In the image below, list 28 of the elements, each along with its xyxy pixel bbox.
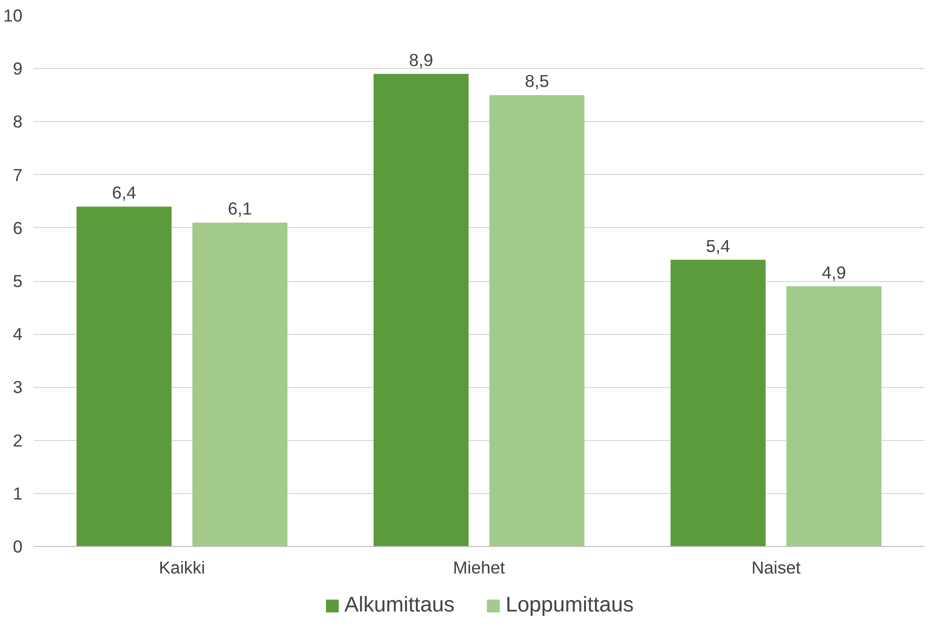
x-tick-label: Kaikki (158, 558, 206, 578)
bar (786, 286, 882, 546)
x-tick-label: Miehet (452, 558, 506, 578)
y-tick-label: 7 (12, 164, 23, 185)
data-label: 8,5 (524, 71, 549, 92)
bar (670, 260, 766, 546)
bar (76, 206, 172, 546)
y-tick-label: 6 (12, 218, 23, 238)
y-tick-label: 10 (3, 6, 23, 26)
y-tick-label: 2 (12, 430, 23, 450)
bar (192, 222, 288, 546)
data-label: 8,9 (409, 50, 434, 70)
bar (489, 95, 584, 546)
y-tick-label: 1 (12, 483, 23, 504)
data-label: 5,4 (706, 236, 730, 256)
legend-label: Alkumittaus (344, 592, 455, 618)
bar (374, 74, 469, 546)
y-tick-label: 5 (12, 271, 23, 291)
y-tick-label: 8 (12, 112, 23, 132)
data-label: 6,1 (228, 198, 252, 219)
data-label: 6,4 (112, 182, 136, 203)
y-tick-label: 3 (12, 377, 23, 398)
y-tick-label: 0 (12, 536, 23, 556)
legend-label: Loppumittaus (506, 592, 634, 618)
data-label: 4,9 (822, 262, 846, 282)
y-tick-label: 4 (12, 324, 23, 344)
x-tick-label: Naiset (751, 558, 801, 578)
y-tick-label: 9 (12, 58, 23, 79)
